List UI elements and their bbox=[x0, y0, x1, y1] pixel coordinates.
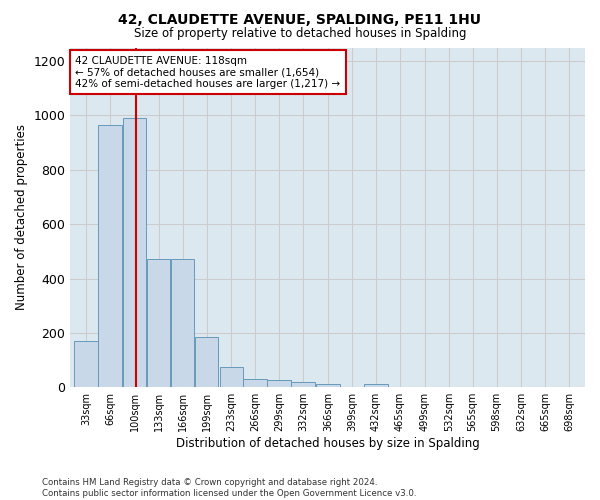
X-axis label: Distribution of detached houses by size in Spalding: Distribution of detached houses by size … bbox=[176, 437, 479, 450]
Bar bbox=[316, 384, 340, 387]
Text: 42 CLAUDETTE AVENUE: 118sqm
← 57% of detached houses are smaller (1,654)
42% of : 42 CLAUDETTE AVENUE: 118sqm ← 57% of det… bbox=[76, 56, 341, 89]
Y-axis label: Number of detached properties: Number of detached properties bbox=[15, 124, 28, 310]
Bar bbox=[98, 125, 122, 387]
Bar bbox=[220, 367, 243, 387]
Bar bbox=[195, 337, 218, 387]
Text: Size of property relative to detached houses in Spalding: Size of property relative to detached ho… bbox=[134, 28, 466, 40]
Bar bbox=[268, 380, 291, 387]
Bar bbox=[171, 260, 194, 387]
Bar bbox=[364, 384, 388, 387]
Bar bbox=[244, 379, 267, 387]
Text: Contains HM Land Registry data © Crown copyright and database right 2024.
Contai: Contains HM Land Registry data © Crown c… bbox=[42, 478, 416, 498]
Bar bbox=[123, 118, 146, 387]
Bar bbox=[74, 341, 98, 387]
Text: 42, CLAUDETTE AVENUE, SPALDING, PE11 1HU: 42, CLAUDETTE AVENUE, SPALDING, PE11 1HU bbox=[119, 12, 482, 26]
Bar bbox=[147, 260, 170, 387]
Bar bbox=[292, 382, 315, 387]
